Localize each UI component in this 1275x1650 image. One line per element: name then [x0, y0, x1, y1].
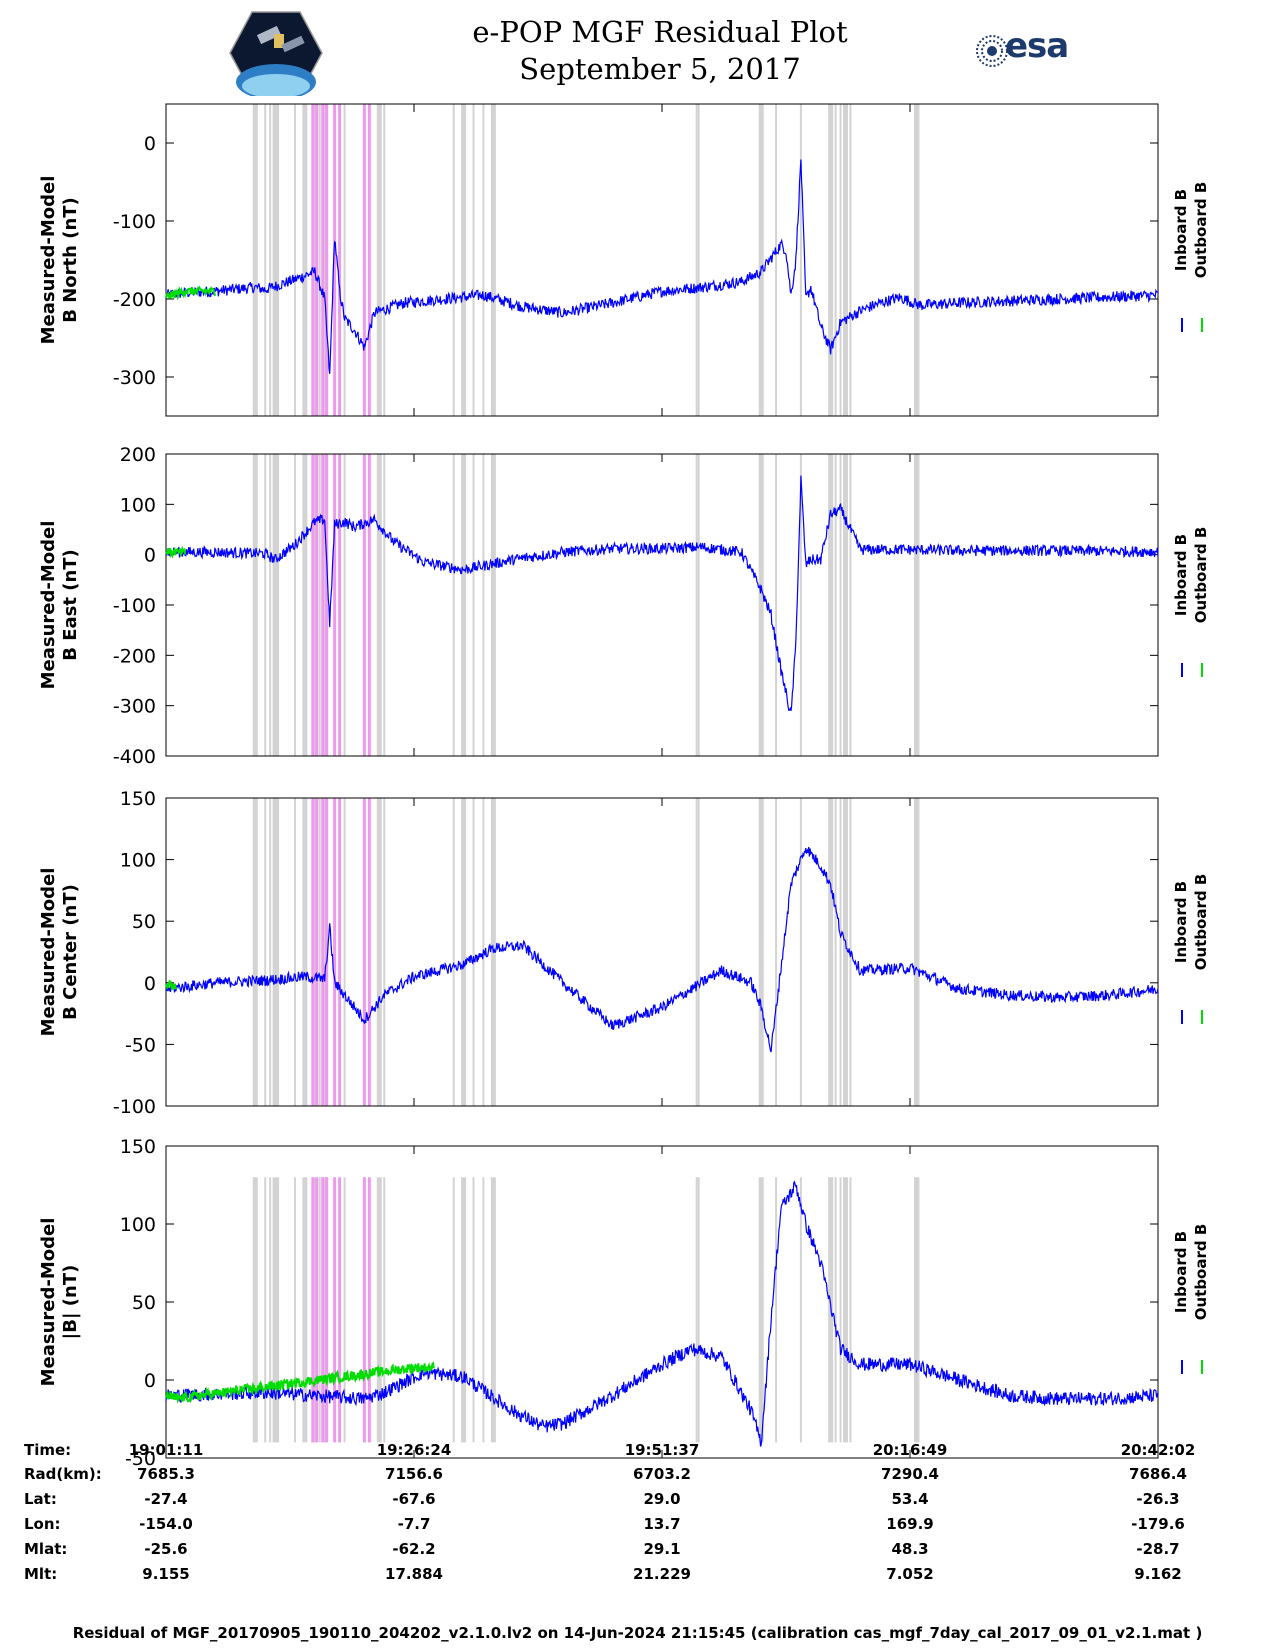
- esa-logo: esa: [975, 26, 1069, 72]
- y-tick-label: 150: [120, 1136, 156, 1158]
- y-axis-label-line: Measured-Model: [38, 868, 59, 1037]
- chart-panel-4: 150 100 50 0 -50 Measured-Model|B| (nT) Inboar…: [38, 1136, 1210, 1470]
- y-tick-label: 0: [144, 1370, 156, 1392]
- y-tick-label: 0: [144, 973, 156, 995]
- cassiope-satellite-logo-icon: [229, 11, 323, 96]
- legend-label: Outboard B: [1192, 182, 1210, 279]
- y-axis-label: Measured-Model|B| (nT): [38, 1218, 81, 1387]
- y-tick-label: 200: [120, 444, 156, 466]
- y-tick-label: -100: [113, 595, 156, 617]
- legend-label: Outboard B: [1192, 527, 1210, 624]
- legend-label: Inboard B: [1172, 1231, 1190, 1313]
- y-tick-label: 50: [132, 911, 156, 933]
- y-tick-label: -200: [113, 645, 156, 667]
- series-outboard-line: [165, 545, 187, 559]
- y-tick-label: -400: [113, 746, 156, 768]
- y-tick-label: -300: [113, 696, 156, 718]
- legend-label: Inboard B: [1172, 189, 1190, 271]
- y-tick-label: 0: [144, 133, 156, 155]
- y-tick-label: 0: [144, 545, 156, 567]
- chart-panel-2: 200 100 0 -100 -200 -300 -400 Measured-ModelB E…: [38, 444, 1210, 768]
- title-block: e-POP MGF Residual Plot September 5, 201…: [380, 14, 940, 88]
- series-inboard-line: [165, 159, 1159, 374]
- series-outboard-line: [165, 285, 216, 301]
- y-tick-label: -50: [125, 1448, 156, 1470]
- chart-panel-3: 150 100 50 0 -50 -100 Measured-ModelB Center (…: [38, 788, 1210, 1118]
- y-tick-label: 100: [120, 850, 156, 872]
- y-tick-label: -100: [113, 211, 156, 233]
- series-inboard-line: [165, 475, 1159, 712]
- y-axis-label: Measured-ModelB North (nT): [38, 176, 81, 345]
- esa-swirl-icon: [976, 35, 1008, 67]
- y-tick-label: 100: [120, 1214, 156, 1236]
- chart-panel-1: 0 -100 -200 -300 Measured-ModelB North (nT) I…: [38, 103, 1210, 417]
- y-axis-label: Measured-ModelB Center (nT): [38, 868, 81, 1037]
- legend-label: Outboard B: [1192, 874, 1210, 971]
- page-title: e-POP MGF Residual Plot: [472, 15, 848, 49]
- page-subtitle: September 5, 2017: [519, 52, 801, 86]
- y-axis-label-line: B East (nT): [60, 549, 81, 661]
- y-axis-label: Measured-ModelB East (nT): [38, 521, 81, 690]
- y-tick-label: 50: [132, 1292, 156, 1314]
- y-axis-label-line: Measured-Model: [38, 521, 59, 690]
- legend-label: Inboard B: [1172, 534, 1190, 616]
- esa-logo-text: esa: [1005, 26, 1069, 66]
- series-inboard-line: [165, 1180, 1159, 1447]
- y-axis-label-line: B Center (nT): [60, 884, 81, 1020]
- y-tick-label: -50: [125, 1034, 156, 1056]
- y-tick-label: -200: [113, 289, 156, 311]
- y-axis-label-line: Measured-Model: [38, 176, 59, 345]
- y-axis-label-line: |B| (nT): [60, 1265, 81, 1340]
- y-tick-label: 150: [120, 788, 156, 810]
- series-outboard-line: [165, 979, 177, 992]
- y-axis-label-line: B North (nT): [60, 197, 81, 323]
- series-inboard-line: [165, 846, 1159, 1053]
- y-tick-label: -100: [113, 1096, 156, 1118]
- series-outboard-line: [165, 1361, 435, 1405]
- legend-label: Inboard B: [1172, 881, 1190, 963]
- y-tick-label: 100: [120, 494, 156, 516]
- legend-label: Outboard B: [1192, 1224, 1210, 1321]
- footer-caption: Residual of MGF_20170905_190110_204202_v…: [72, 1624, 1203, 1642]
- y-axis-label-line: Measured-Model: [38, 1218, 59, 1387]
- y-tick-label: -300: [113, 367, 156, 389]
